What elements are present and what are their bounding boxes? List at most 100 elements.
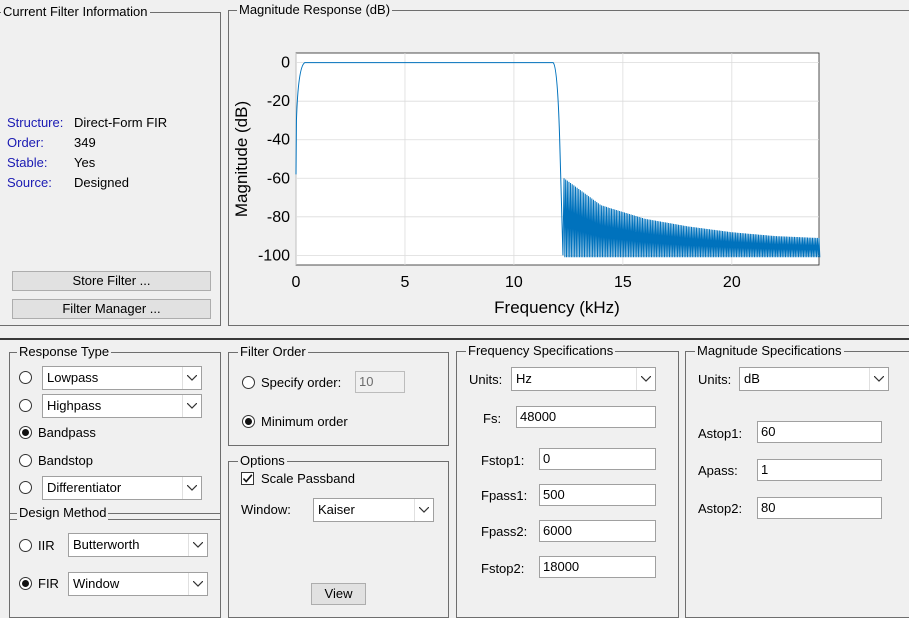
filter-manager-button[interactable]: Filter Manager ... xyxy=(12,299,211,319)
mag-units-select[interactable]: dB xyxy=(739,367,889,391)
window-select-value: Kaiser xyxy=(318,502,355,517)
apass-input[interactable]: 1 xyxy=(757,459,882,481)
highpass-select-value: Highpass xyxy=(47,398,102,413)
response-type-panel: Response Type xyxy=(9,344,221,520)
current-filter-title: Current Filter Information xyxy=(1,4,150,20)
minimum-order-label[interactable]: Minimum order xyxy=(261,414,348,429)
filter-order-panel: Filter Order xyxy=(228,344,449,446)
structure-key: Structure: xyxy=(7,115,64,130)
y-tick-label: -80 xyxy=(267,209,290,226)
stable-key: Stable: xyxy=(7,155,48,170)
fpass1-label: Fpass1: xyxy=(481,488,528,503)
order-key: Order: xyxy=(7,135,44,150)
magnitude-panel-title: Magnitude Response (dB) xyxy=(237,2,393,18)
chevron-down-icon xyxy=(188,534,207,556)
iir-method-value: Butterworth xyxy=(73,537,140,552)
freq-units-select[interactable]: Hz xyxy=(511,367,656,391)
y-axis-label: Magnitude (dB) xyxy=(232,101,251,217)
fpass2-label: Fpass2: xyxy=(481,524,528,539)
astop1-label: Astop1: xyxy=(698,426,743,441)
stable-value: Yes xyxy=(74,155,96,170)
y-tick-label: -40 xyxy=(267,132,290,149)
section-divider xyxy=(0,338,909,340)
bandstop-label[interactable]: Bandstop xyxy=(38,453,93,468)
options-title: Options xyxy=(238,453,287,469)
fstop1-input[interactable]: 0 xyxy=(539,448,656,470)
chevron-down-icon xyxy=(414,499,433,521)
x-tick-label: 10 xyxy=(505,274,523,291)
scale-passband-label[interactable]: Scale Passband xyxy=(261,471,355,486)
filter-order-title: Filter Order xyxy=(238,344,308,360)
window-select[interactable]: Kaiser xyxy=(313,498,434,522)
fpass1-input[interactable]: 500 xyxy=(539,484,656,506)
specify-order-input[interactable]: 10 xyxy=(355,371,405,393)
fir-label[interactable]: FIR xyxy=(38,576,59,591)
specify-order-radio[interactable] xyxy=(242,376,255,389)
minimum-order-radio[interactable] xyxy=(242,415,255,428)
lowpass-select-value: Lowpass xyxy=(47,370,99,385)
fir-method-value: Window xyxy=(73,576,120,591)
checkmark-icon xyxy=(242,474,253,483)
source-value: Designed xyxy=(74,175,129,190)
design-method-panel: Design Method xyxy=(9,505,221,618)
fir-radio[interactable] xyxy=(19,577,32,590)
lowpass-radio[interactable] xyxy=(19,371,32,384)
freq-units-value: Hz xyxy=(516,371,532,386)
fs-input[interactable]: 48000 xyxy=(516,406,656,428)
magnitude-response-panel: Magnitude Response (dB) xyxy=(228,2,909,326)
highpass-radio[interactable] xyxy=(19,399,32,412)
y-tick-label: 0 xyxy=(281,55,290,72)
y-tick-label: -60 xyxy=(267,170,290,187)
source-key: Source: xyxy=(7,175,52,190)
iir-label[interactable]: IIR xyxy=(38,538,55,553)
y-tick-labels: 0 -20 -40 -60 -80 -100 xyxy=(258,55,290,265)
frequency-specs-title: Frequency Specifications xyxy=(466,343,616,359)
bandpass-label[interactable]: Bandpass xyxy=(38,425,96,440)
astop1-input[interactable]: 60 xyxy=(757,421,882,443)
x-tick-label: 0 xyxy=(292,274,301,291)
structure-value: Direct-Form FIR xyxy=(74,115,168,130)
magnitude-trace xyxy=(295,62,821,258)
chevron-down-icon xyxy=(636,368,655,390)
chevron-down-icon xyxy=(182,395,201,417)
current-filter-panel: Current Filter Information xyxy=(0,4,221,326)
specify-order-label[interactable]: Specify order: xyxy=(261,375,342,390)
scale-passband-checkbox[interactable] xyxy=(241,472,254,485)
differentiator-select[interactable]: Differentiator xyxy=(42,476,202,500)
chevron-down-icon xyxy=(182,367,201,389)
x-tick-label: 15 xyxy=(614,274,632,291)
bandstop-radio[interactable] xyxy=(19,454,32,467)
iir-method-select[interactable]: Butterworth xyxy=(68,533,208,557)
x-tick-label: 5 xyxy=(401,274,410,291)
fstop1-label: Fstop1: xyxy=(481,453,525,468)
fstop2-input[interactable]: 18000 xyxy=(539,556,656,578)
highpass-select[interactable]: Highpass xyxy=(42,394,202,418)
view-button[interactable]: View xyxy=(311,583,366,605)
design-method-title: Design Method xyxy=(17,505,109,521)
fir-method-select[interactable]: Window xyxy=(68,572,208,596)
differentiator-select-value: Differentiator xyxy=(47,480,122,495)
fs-label: Fs: xyxy=(483,411,502,426)
astop2-input[interactable]: 80 xyxy=(757,497,882,519)
mag-units-value: dB xyxy=(744,371,760,386)
lowpass-select[interactable]: Lowpass xyxy=(42,366,202,390)
window-label: Window: xyxy=(241,502,291,517)
frequency-specs-panel: Frequency Specifications xyxy=(456,343,679,618)
chevron-down-icon xyxy=(869,368,888,390)
apass-label: Apass: xyxy=(698,463,738,478)
store-filter-button[interactable]: Store Filter ... xyxy=(12,271,211,291)
bandpass-radio[interactable] xyxy=(19,426,32,439)
magnitude-specs-panel: Magnitude Specifications xyxy=(685,343,909,618)
chevron-down-icon xyxy=(182,477,201,499)
fpass2-input[interactable]: 6000 xyxy=(539,520,656,542)
freq-units-label: Units: xyxy=(469,372,503,387)
magnitude-specs-title: Magnitude Specifications xyxy=(695,343,844,359)
chevron-down-icon xyxy=(188,573,207,595)
iir-radio[interactable] xyxy=(19,539,32,552)
differentiator-radio[interactable] xyxy=(19,481,32,494)
mag-units-label: Units: xyxy=(698,372,732,387)
astop2-label: Astop2: xyxy=(698,501,743,516)
y-tick-label: -20 xyxy=(267,93,290,110)
x-axis-label: Frequency (kHz) xyxy=(494,298,620,317)
fstop2-label: Fstop2: xyxy=(481,561,525,576)
